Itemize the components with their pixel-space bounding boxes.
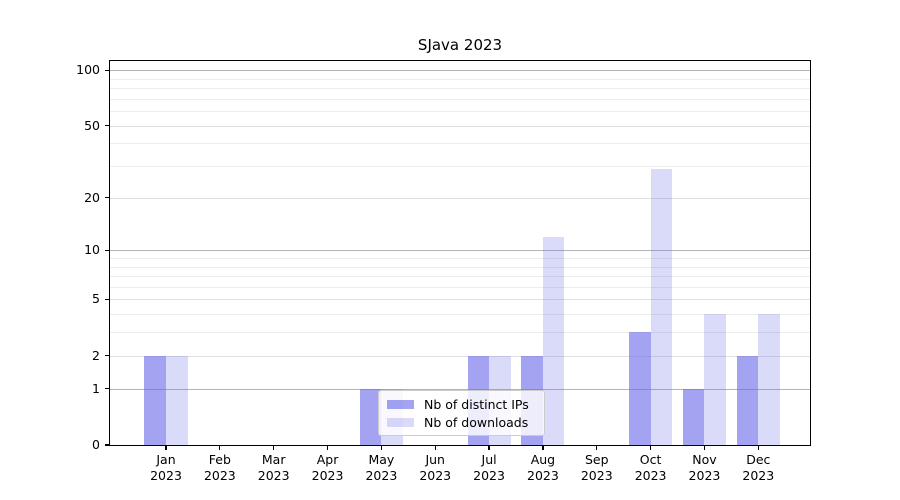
gridline-minor — [110, 88, 810, 90]
x-tick-label: May 2023 — [365, 452, 398, 483]
x-tick-mark — [488, 446, 490, 451]
legend-label-downloads: Nb of downloads — [424, 414, 529, 430]
y-tick-label: 1 — [92, 380, 100, 396]
x-tick-mark — [165, 446, 167, 451]
gridline-minor — [110, 257, 810, 259]
y-tick-label: 100 — [76, 62, 100, 78]
gridline-major-emphasized — [110, 388, 810, 390]
x-tick-mark — [273, 446, 275, 451]
y-tick-label: 2 — [92, 347, 100, 363]
gridline-minor — [110, 111, 810, 113]
gridline-major — [110, 355, 810, 357]
gridline-minor — [110, 286, 810, 288]
gridline-minor — [110, 166, 810, 168]
x-tick-mark — [596, 446, 598, 451]
x-tick-mark — [757, 446, 759, 451]
bar-distinct-ips-jan — [144, 355, 166, 445]
grid-layer — [110, 61, 810, 445]
bar-downloads-aug — [542, 236, 565, 445]
x-tick-label: Jan 2023 — [150, 452, 182, 483]
y-tick-label: 20 — [84, 189, 100, 205]
x-tick-mark — [434, 446, 436, 451]
gridline-major-emphasized — [110, 250, 810, 252]
gridline-major-emphasized — [110, 70, 810, 72]
gridline-minor — [110, 332, 810, 334]
x-tick-label: Sep 2023 — [580, 452, 613, 483]
x-tick-label: Mar 2023 — [257, 452, 290, 483]
y-tick-mark — [104, 444, 109, 446]
gridline-major — [110, 299, 810, 301]
gridline-minor — [110, 314, 810, 316]
legend-label-distinct-ips: Nb of distinct IPs — [424, 396, 529, 412]
bar-layer — [110, 61, 810, 445]
bar-distinct-ips-oct — [629, 332, 651, 445]
bar-downloads-oct — [650, 168, 673, 445]
legend-swatch-downloads — [387, 417, 414, 427]
y-tick-mark — [104, 355, 109, 357]
bar-distinct-ips-dec — [736, 355, 759, 445]
bar-distinct-ips-may — [359, 388, 382, 445]
gridline-minor — [110, 78, 810, 80]
gridline-major — [110, 197, 810, 199]
legend-item-downloads: Nb of downloads — [387, 414, 536, 430]
y-tick-label: 10 — [84, 242, 100, 258]
y-tick-label: 0 — [92, 437, 100, 452]
x-tick-label: Oct 2023 — [634, 452, 667, 483]
x-tick-label: Apr 2023 — [311, 452, 344, 483]
y-tick-mark — [104, 125, 109, 127]
x-tick-mark — [650, 446, 652, 451]
legend-swatch-distinct-ips — [387, 399, 414, 409]
x-tick-mark — [703, 446, 706, 451]
legend-item-distinct-ips: Nb of distinct IPs — [387, 396, 536, 412]
y-tick-label: 50 — [84, 117, 100, 133]
x-tick-mark — [326, 446, 329, 451]
x-tick-label: Dec 2023 — [742, 452, 775, 483]
x-tick-mark — [219, 446, 221, 451]
x-tick-label: Nov 2023 — [688, 452, 721, 483]
x-tick-label: Aug 2023 — [527, 452, 559, 483]
y-tick-mark — [104, 197, 109, 199]
gridline-minor — [110, 276, 810, 278]
bar-downloads-nov — [704, 314, 726, 445]
y-tick-label: 5 — [92, 291, 100, 307]
bar-distinct-ips-nov — [682, 388, 705, 445]
y-tick-mark — [104, 249, 109, 251]
x-tick-label: Feb 2023 — [203, 452, 236, 483]
y-tick-mark — [104, 69, 109, 71]
gridline-minor — [110, 98, 810, 100]
x-tick-mark — [542, 446, 544, 451]
x-tick-label: Jun 2023 — [419, 452, 452, 483]
x-tick-mark — [380, 446, 382, 451]
y-tick-mark — [104, 298, 109, 301]
y-tick-mark — [104, 388, 109, 390]
gridline-minor — [110, 143, 810, 145]
bar-downloads-jan — [166, 355, 188, 445]
legend: Nb of distinct IPs Nb of downloads — [378, 390, 545, 436]
chart-title: SJava 2023 — [417, 36, 503, 54]
x-tick-label: Jul 2023 — [473, 452, 505, 483]
gridline-minor — [110, 266, 810, 268]
bar-downloads-dec — [758, 314, 780, 445]
gridline-major — [110, 125, 810, 127]
